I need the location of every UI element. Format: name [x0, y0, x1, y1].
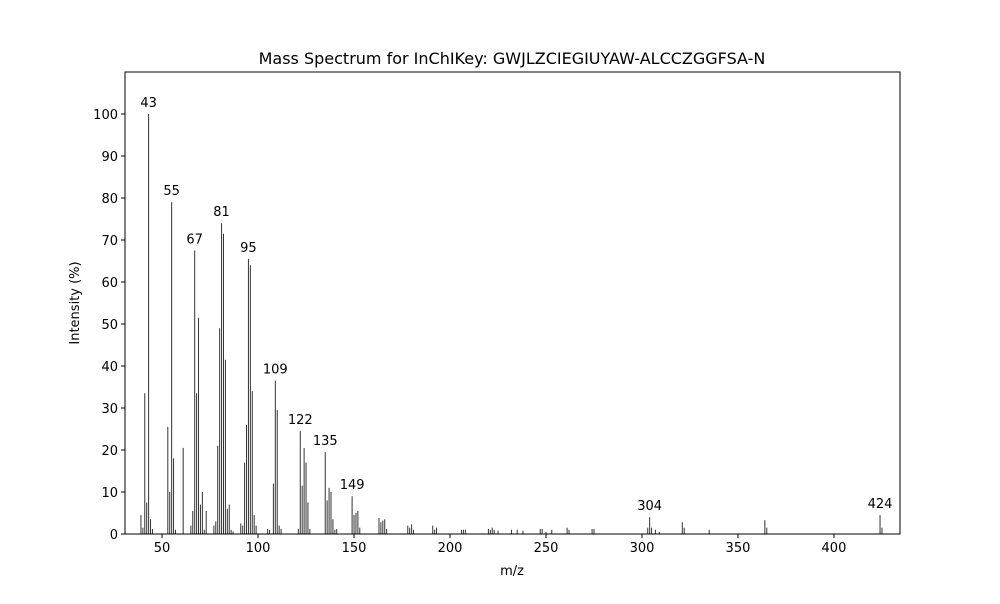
- x-tick-label: 300: [630, 541, 655, 556]
- peak-label: 135: [313, 434, 338, 449]
- peak-label: 109: [263, 363, 288, 378]
- y-tick-label: 40: [101, 360, 118, 375]
- x-tick-label: 50: [154, 541, 171, 556]
- y-tick-label: 0: [110, 528, 118, 543]
- x-tick-label: 200: [438, 541, 463, 556]
- plot-frame: [124, 71, 901, 535]
- y-tick-label: 10: [101, 486, 118, 501]
- y-tick-label: 30: [101, 402, 118, 417]
- y-axis-label: Intensity (%): [68, 261, 83, 344]
- x-tick-label: 250: [534, 541, 559, 556]
- x-tick-label: 100: [246, 541, 271, 556]
- x-tick-label: 350: [726, 541, 751, 556]
- y-tick-label: 70: [101, 234, 118, 249]
- y-tick-label: 50: [101, 318, 118, 333]
- y-tick-label: 60: [101, 276, 118, 291]
- peak-label: 67: [186, 233, 203, 248]
- y-tick-label: 80: [101, 192, 118, 207]
- peak-label: 304: [637, 499, 662, 514]
- peak-label: 122: [288, 413, 313, 428]
- peak-label: 149: [340, 478, 365, 493]
- y-tick-label: 20: [101, 444, 118, 459]
- chart-title: Mass Spectrum for InChIKey: GWJLZCIEGIUY…: [259, 49, 766, 68]
- x-tick-label: 150: [342, 541, 367, 556]
- peak-label: 55: [163, 184, 180, 199]
- peak-label: 43: [140, 96, 157, 111]
- y-tick-label: 90: [101, 150, 118, 165]
- peak-label: 424: [868, 497, 893, 512]
- y-tick-label: 100: [93, 108, 118, 123]
- peak-label: 81: [213, 205, 230, 220]
- x-axis-label: m/z: [500, 564, 524, 579]
- peak-label: 95: [240, 241, 257, 256]
- x-tick-label: 400: [822, 541, 847, 556]
